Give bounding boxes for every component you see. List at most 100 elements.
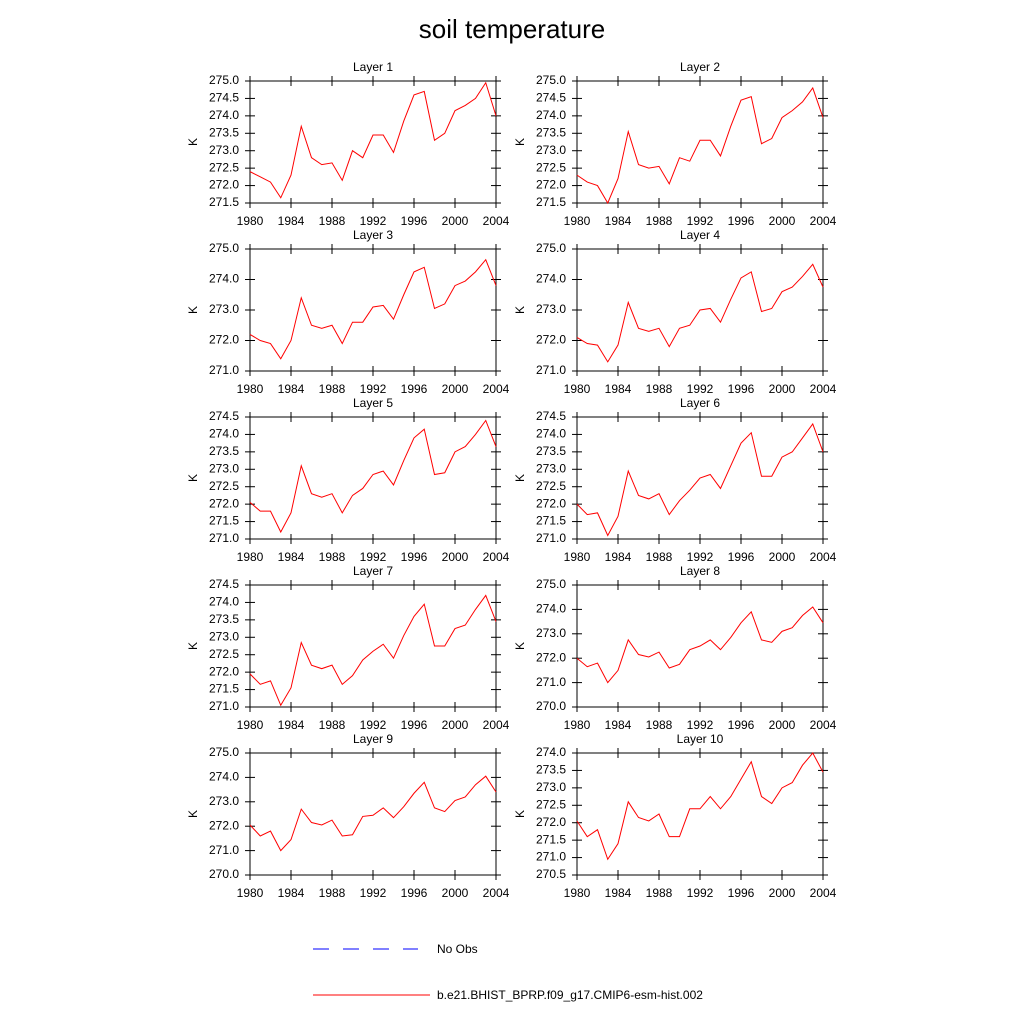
x-tick-label: 2000: [769, 382, 796, 396]
y-tick-label: 273.0: [209, 302, 239, 316]
y-tick-label: 272.5: [536, 479, 566, 493]
data-line: [576, 422, 824, 537]
x-tick-label: 1980: [237, 382, 264, 396]
y-tick-label: 273.5: [536, 444, 566, 458]
y-tick-label: 271.5: [209, 514, 239, 528]
panel-title: Layer 7: [353, 564, 393, 578]
y-tick-label: 273.0: [536, 143, 566, 157]
y-tick-label: 272.5: [209, 647, 239, 661]
y-tick-label: 274.0: [536, 602, 566, 616]
x-tick-label: 1992: [687, 886, 714, 900]
x-tick-label: 1980: [237, 550, 264, 564]
x-tick-label: 1996: [401, 550, 428, 564]
y-tick-label: 271.0: [536, 363, 566, 377]
y-tick-label: 273.0: [536, 302, 566, 316]
y-tick-label: 271.0: [209, 363, 239, 377]
x-tick-label: 1996: [728, 382, 755, 396]
x-tick-label: 2004: [483, 214, 510, 228]
y-tick-label: 275.0: [209, 241, 239, 255]
y-tick-label: 275.0: [536, 73, 566, 87]
x-tick-label: 1988: [319, 718, 346, 732]
y-tick-label: 271.0: [536, 675, 566, 689]
x-tick-label: 1980: [237, 214, 264, 228]
x-tick-label: 1992: [687, 550, 714, 564]
x-tick-label: 1988: [646, 382, 673, 396]
y-tick-label: 273.0: [209, 629, 239, 643]
x-tick-label: 1980: [564, 382, 591, 396]
x-tick-label: 1984: [278, 382, 305, 396]
x-tick-label: 1988: [319, 382, 346, 396]
x-tick-label: 1980: [564, 550, 591, 564]
y-tick-label: 273.5: [209, 612, 239, 626]
x-tick-label: 2004: [810, 214, 837, 228]
plot-frame: [249, 752, 497, 876]
y-tick-label: 272.0: [536, 178, 566, 192]
y-tick-label: 271.5: [536, 832, 566, 846]
y-tick-label: 275.0: [209, 745, 239, 759]
data-line: [576, 752, 824, 861]
x-tick-label: 2000: [442, 382, 469, 396]
panel-title: Layer 3: [353, 228, 393, 242]
x-tick-label: 1996: [728, 550, 755, 564]
x-tick-label: 1996: [728, 214, 755, 228]
data-line: [249, 81, 497, 199]
y-tick-label: 274.5: [536, 409, 566, 423]
y-tick-label: 273.0: [536, 461, 566, 475]
x-tick-label: 1984: [605, 550, 632, 564]
x-tick-label: 1984: [605, 214, 632, 228]
panel-title: Layer 5: [353, 396, 393, 410]
x-tick-label: 1984: [278, 214, 305, 228]
x-tick-label: 1984: [278, 718, 305, 732]
y-tick-label: 271.5: [209, 195, 239, 209]
y-tick-label: 275.0: [536, 577, 566, 591]
y-tick-label: 272.0: [209, 178, 239, 192]
x-tick-label: 1988: [646, 886, 673, 900]
x-tick-label: 2004: [483, 886, 510, 900]
y-tick-label: 271.0: [536, 850, 566, 864]
panel-title: Layer 10: [677, 732, 724, 746]
y-tick-label: 272.0: [536, 650, 566, 664]
y-axis-label: K: [513, 138, 527, 146]
y-tick-label: 273.0: [536, 626, 566, 640]
x-tick-label: 1992: [360, 718, 387, 732]
data-line: [576, 263, 824, 363]
x-tick-label: 1980: [564, 214, 591, 228]
panel-title: Layer 1: [353, 60, 393, 74]
y-tick-label: 274.0: [209, 272, 239, 286]
y-tick-label: 272.0: [209, 496, 239, 510]
y-tick-label: 274.0: [536, 272, 566, 286]
y-tick-label: 272.0: [536, 333, 566, 347]
plot-frame: [249, 584, 497, 708]
x-tick-label: 1980: [564, 886, 591, 900]
data-line: [249, 258, 497, 360]
y-tick-label: 272.0: [209, 664, 239, 678]
panel-title: Layer 2: [680, 60, 720, 74]
x-tick-label: 1996: [728, 718, 755, 732]
x-tick-label: 1992: [687, 382, 714, 396]
y-tick-label: 273.0: [209, 794, 239, 808]
y-tick-label: 274.5: [536, 91, 566, 105]
y-axis-label: K: [186, 642, 200, 650]
y-tick-label: 274.5: [209, 577, 239, 591]
y-tick-label: 274.0: [209, 770, 239, 784]
x-tick-label: 1992: [687, 718, 714, 732]
x-tick-label: 1992: [360, 550, 387, 564]
y-axis-label: K: [513, 642, 527, 650]
y-tick-label: 271.5: [536, 195, 566, 209]
x-tick-label: 1980: [237, 886, 264, 900]
y-axis-label: K: [513, 306, 527, 314]
y-tick-label: 274.5: [209, 91, 239, 105]
x-tick-label: 2000: [442, 214, 469, 228]
data-line: [249, 775, 497, 852]
x-tick-label: 1996: [401, 718, 428, 732]
x-tick-label: 2000: [769, 550, 796, 564]
x-tick-label: 1996: [401, 214, 428, 228]
y-tick-label: 273.5: [536, 763, 566, 777]
y-tick-label: 271.5: [536, 514, 566, 528]
y-tick-label: 271.0: [209, 531, 239, 545]
x-tick-label: 2004: [810, 718, 837, 732]
y-axis-label: K: [513, 810, 527, 818]
x-tick-label: 1992: [360, 382, 387, 396]
y-tick-label: 271.0: [209, 843, 239, 857]
